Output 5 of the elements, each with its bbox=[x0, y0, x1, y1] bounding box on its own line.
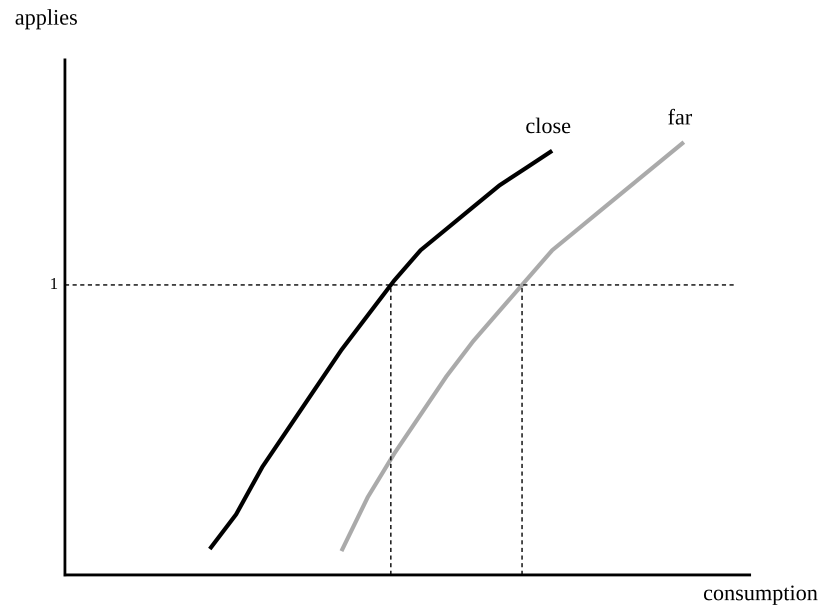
series-label: far bbox=[668, 108, 692, 125]
ref-line-label: 1 bbox=[51, 278, 58, 289]
x-axis-title: consumption bbox=[704, 585, 818, 605]
series-label: close bbox=[526, 118, 570, 134]
text: applies bbox=[16, 9, 77, 30]
